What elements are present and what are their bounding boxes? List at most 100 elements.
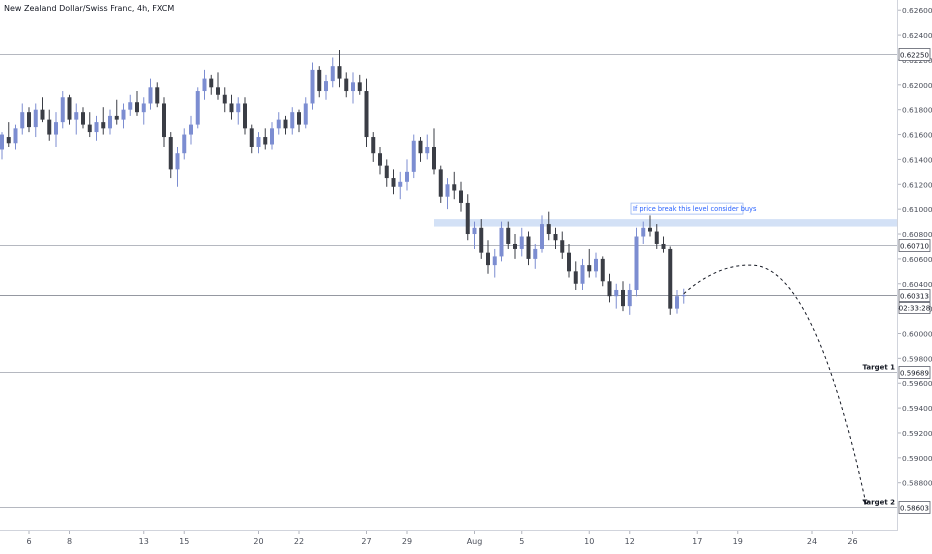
candle-body — [391, 178, 396, 187]
y-tick-label: 0.61400 — [902, 155, 932, 164]
x-tick-label: 27 — [361, 537, 371, 546]
candle-body — [405, 171, 409, 182]
candle-body — [621, 289, 625, 307]
candle-body — [580, 265, 585, 284]
candle-body — [182, 134, 187, 154]
candle-body — [472, 227, 477, 235]
candle-body — [74, 112, 79, 120]
x-tick-label: 13 — [139, 537, 149, 546]
countdown-box — [898, 302, 931, 314]
candle-body — [668, 248, 673, 309]
projection-path — [683, 264, 867, 504]
symbol-title: New Zealand Dollar/Swiss Franc, 4h, FXCM — [4, 4, 175, 13]
candle-body — [148, 87, 153, 104]
candle-body — [378, 153, 382, 166]
candle-body — [627, 289, 632, 307]
candle-body — [641, 227, 646, 237]
x-tick-label: 17 — [692, 537, 702, 546]
y-tick-label: 0.60000 — [902, 329, 932, 338]
level-price-label: 0.62250 — [900, 52, 929, 60]
candle-body — [114, 115, 119, 120]
candle-body — [486, 252, 490, 266]
candle-body — [519, 236, 524, 249]
candle-body — [607, 281, 612, 297]
candle-body — [243, 103, 247, 129]
candle-body — [459, 190, 463, 203]
candle-body — [27, 112, 31, 128]
price-axis-border — [897, 0, 898, 530]
candle-body — [189, 124, 193, 135]
y-tick-label: 0.61800 — [902, 106, 932, 115]
candle-body — [506, 227, 511, 244]
y-tick-label: 0.62400 — [902, 31, 932, 40]
candle-body — [513, 243, 517, 249]
candle-body — [661, 243, 666, 249]
x-tick-label: 29 — [402, 537, 412, 546]
candle-body — [614, 289, 619, 297]
y-tick-label: 0.62600 — [902, 6, 932, 15]
y-tick-label: 0.59000 — [902, 454, 932, 463]
y-tick-label: 0.59400 — [902, 404, 932, 413]
candle-body — [526, 236, 531, 259]
zone-note-box — [630, 202, 744, 215]
x-tick-label: 15 — [179, 537, 189, 546]
level-price-label: 0.59689 — [900, 370, 929, 378]
candle-body — [60, 97, 65, 123]
y-tick-label: 0.62000 — [902, 81, 932, 90]
candle-body — [587, 265, 592, 272]
level-price-box — [898, 48, 931, 61]
candle-body — [216, 87, 220, 95]
candle-body — [20, 112, 25, 129]
candle-body — [492, 256, 497, 266]
candle-body — [236, 103, 241, 113]
projection-arrow — [862, 499, 870, 505]
x-tick-label: 12 — [625, 537, 635, 546]
x-tick-label: 20 — [253, 537, 263, 546]
x-tick-label: 24 — [807, 537, 817, 546]
candle-body — [108, 115, 112, 129]
x-tick-label: 10 — [584, 537, 594, 546]
y-tick-label: 0.60400 — [902, 280, 932, 289]
candle-body — [310, 69, 315, 104]
candle-body — [135, 102, 139, 113]
y-tick-label: 0.61200 — [902, 180, 932, 189]
candle-body — [263, 137, 268, 145]
x-tick-label: 8 — [67, 537, 72, 546]
candle-body — [229, 103, 234, 113]
level-price-box — [898, 289, 931, 302]
candle-body — [141, 103, 146, 113]
candle-body — [202, 78, 207, 92]
x-tick-label: 19 — [733, 537, 743, 546]
candle-body — [297, 112, 301, 125]
candle-body — [452, 184, 457, 191]
candle-body — [594, 258, 598, 272]
candle-body — [533, 248, 538, 259]
candle-body — [324, 81, 328, 92]
y-tick-label: 0.59800 — [902, 354, 932, 363]
candle-body — [81, 112, 85, 125]
y-tick-label: 0.58800 — [902, 479, 932, 488]
candle-body — [411, 140, 416, 172]
candle-body — [162, 103, 166, 138]
candle-body — [290, 112, 295, 129]
candle-body — [351, 82, 355, 92]
candle-body — [303, 103, 308, 125]
candle-body — [648, 227, 652, 232]
candle-body — [600, 258, 605, 282]
candle-body — [209, 78, 214, 88]
level-price-box — [898, 501, 931, 514]
candle-body — [567, 252, 571, 272]
x-tick-label: 26 — [847, 537, 857, 546]
candle-body — [465, 202, 470, 235]
candle-body — [432, 146, 436, 170]
time-axis-border — [0, 530, 898, 531]
candle-body — [479, 227, 484, 253]
candle-body — [675, 296, 679, 309]
candle-body — [94, 122, 99, 133]
candle-body — [128, 102, 133, 110]
y-tick-label: 0.61600 — [902, 131, 932, 140]
x-tick-label: 22 — [294, 537, 304, 546]
level-price-label: 0.60710 — [900, 243, 929, 251]
